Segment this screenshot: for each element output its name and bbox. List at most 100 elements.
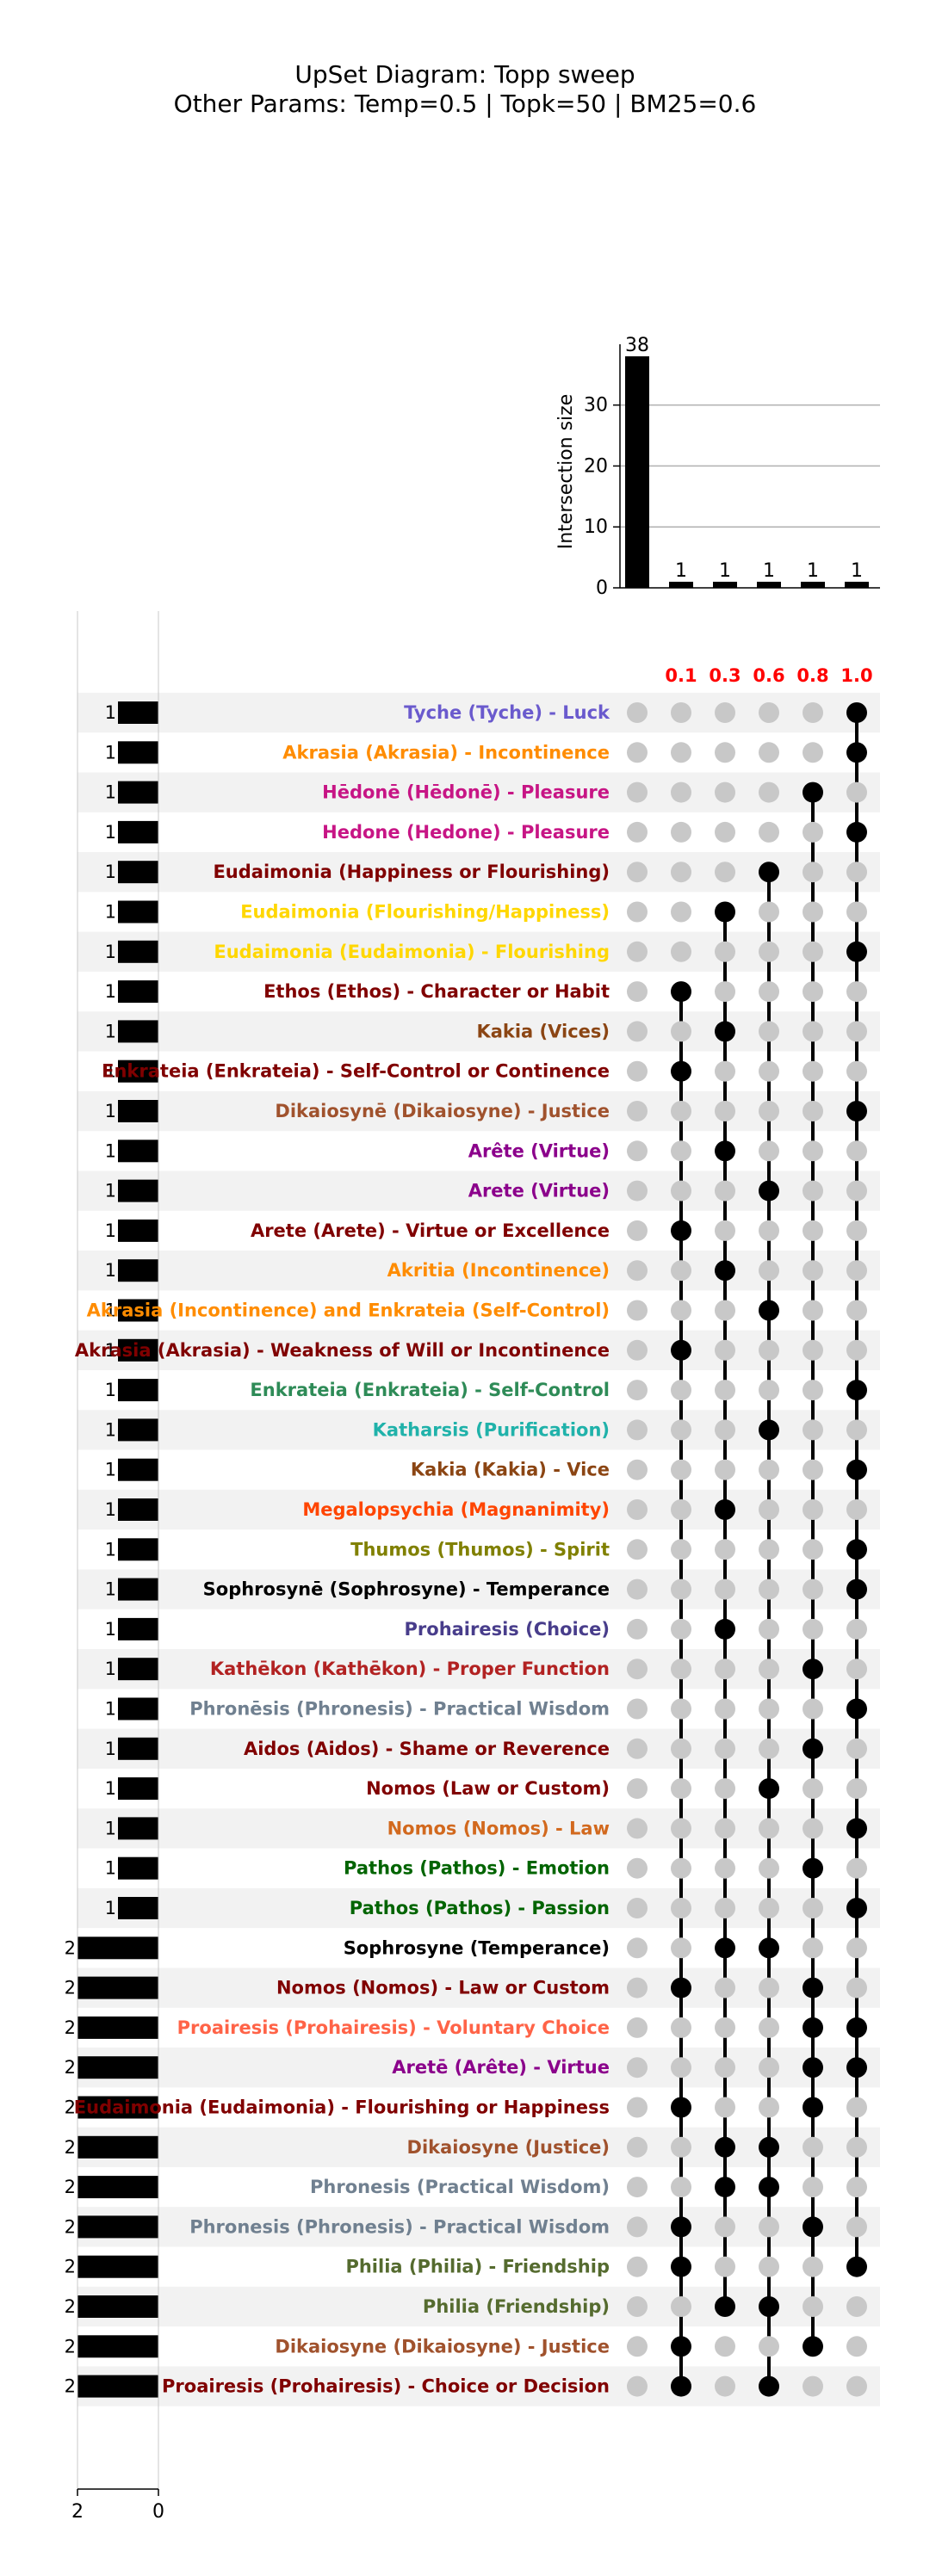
membership-dot-inactive [846, 1738, 867, 1759]
membership-dot-active [803, 1659, 823, 1680]
set-name-label: Proairesis (Prohairesis) - Choice or Dec… [162, 2376, 610, 2397]
membership-dot-inactive [627, 1140, 648, 1162]
membership-dot-inactive [627, 1021, 648, 1042]
membership-dot-inactive [627, 821, 648, 843]
membership-dot-inactive [715, 2216, 735, 2238]
set-size-bar [118, 741, 158, 764]
membership-dot-active [671, 2216, 691, 2238]
set-size-label: 2 [65, 2376, 76, 2397]
membership-dot-active [715, 1260, 735, 1282]
set-name-label: Aretē (Arête) - Virtue [392, 2057, 610, 2078]
row-stripe [77, 1011, 880, 1052]
membership-dot-inactive [846, 781, 867, 803]
set-name-label: Nomos (Nomos) - Law [387, 1818, 610, 1838]
set-size-label: 1 [105, 1739, 116, 1759]
set-size-bar [118, 1777, 158, 1801]
set-size-label: 2 [65, 1978, 76, 1998]
membership-dot-inactive [671, 2057, 691, 2079]
membership-dot-inactive [671, 1937, 691, 1959]
membership-dot-inactive [803, 1499, 823, 1520]
intersection-bar-label: 38 [625, 335, 649, 356]
set-size-bar [118, 940, 158, 963]
membership-dot-inactive [803, 1339, 823, 1361]
set-size-label: 1 [105, 822, 116, 843]
membership-dot-inactive [627, 862, 648, 883]
set-size-label: 2 [65, 2097, 76, 2118]
membership-dot-inactive [759, 1578, 779, 1600]
set-name-label: Eudaimonia (Eudaimonia) - Flourishing [214, 942, 610, 962]
membership-dot-inactive [715, 2017, 735, 2038]
set-size-label: 1 [105, 1858, 116, 1879]
membership-dot-inactive [715, 2097, 735, 2118]
set-size-bar [118, 1179, 158, 1202]
membership-dot-inactive [671, 1459, 691, 1480]
membership-dot-active [846, 2256, 867, 2277]
membership-dot-inactive [627, 2296, 648, 2317]
set-size-label: 2 [65, 2257, 76, 2277]
membership-dot-inactive [627, 1659, 648, 1680]
set-name-label: Philia (Philia) - Friendship [345, 2257, 610, 2277]
membership-dot-inactive [715, 1180, 735, 1202]
membership-dot-inactive [803, 1778, 823, 1800]
membership-dot-inactive [715, 1539, 735, 1560]
membership-dot-inactive [671, 1380, 691, 1401]
membership-dot-inactive [846, 1021, 867, 1042]
membership-dot-inactive [759, 1818, 779, 1839]
membership-dot-inactive [715, 1659, 735, 1680]
membership-dot-inactive [627, 1380, 648, 1401]
row-stripe [77, 692, 880, 733]
membership-dot-inactive [759, 781, 779, 803]
set-size-bar [118, 861, 158, 884]
membership-dot-inactive [627, 781, 648, 803]
set-name-label: Proairesis (Prohairesis) - Voluntary Cho… [177, 2017, 610, 2038]
membership-dot-inactive [803, 1220, 823, 1241]
membership-dot-inactive [803, 1618, 823, 1640]
membership-dot-inactive [803, 821, 823, 843]
membership-dot-inactive [627, 1220, 648, 1241]
membership-dot-active [671, 1339, 691, 1361]
membership-dot-inactive [846, 1180, 867, 1202]
membership-dot-inactive [846, 1339, 867, 1361]
membership-dot-inactive [715, 1300, 735, 1321]
intersection-size-plot: 38 1 1 1 1 1 0 10 20 30 Intersection size [555, 335, 880, 599]
set-name-label: Ethos (Ethos) - Character or Habit [263, 981, 610, 1002]
membership-dot-inactive [715, 862, 735, 883]
membership-dot-active [759, 1300, 779, 1321]
membership-dot-active [803, 2336, 823, 2357]
row-stripe [77, 2127, 880, 2167]
membership-dot-inactive [759, 1539, 779, 1560]
set-size-label: 1 [105, 1181, 116, 1202]
chart-title: UpSet Diagram: Topp sweep [294, 60, 635, 89]
membership-dot-inactive [715, 1220, 735, 1241]
set-name-labels: Tyche (Tyche) - Luck Akrasia (Akrasia) - … [74, 702, 610, 2397]
set-size-label: 1 [105, 1898, 116, 1918]
membership-dot-inactive [759, 1857, 779, 1879]
set-size-bar [118, 1219, 158, 1242]
intersection-bar [713, 581, 737, 588]
set-size-label: 2 [65, 2216, 76, 2237]
membership-dot-active [846, 1459, 867, 1480]
membership-dot-active [846, 1898, 867, 1918]
y-tick-label: 20 [584, 455, 608, 477]
membership-dot-active [759, 1778, 779, 1800]
set-size-label: 2 [65, 1937, 76, 1958]
membership-dot-inactive [759, 1380, 779, 1401]
membership-dot-inactive [671, 781, 691, 803]
membership-dot-inactive [715, 702, 735, 723]
set-size-bar [77, 2255, 158, 2278]
set-size-label: 1 [105, 1579, 116, 1600]
membership-dot-inactive [715, 2057, 735, 2079]
membership-dot-active [803, 781, 823, 803]
membership-dot-inactive [803, 1419, 823, 1441]
membership-dot-active [715, 1937, 735, 1959]
column-label: 0.6 [753, 665, 784, 686]
membership-dot-inactive [671, 1260, 691, 1282]
set-name-label: Thumos (Thumos) - Spirit [350, 1539, 610, 1560]
membership-dot-inactive [759, 1220, 779, 1241]
membership-dot-inactive [759, 941, 779, 962]
membership-dot-inactive [627, 1698, 648, 1720]
membership-dot-inactive [671, 2296, 691, 2317]
membership-dot-active [846, 2017, 867, 2038]
membership-dot-inactive [759, 1101, 779, 1121]
membership-dot-active [846, 941, 867, 962]
